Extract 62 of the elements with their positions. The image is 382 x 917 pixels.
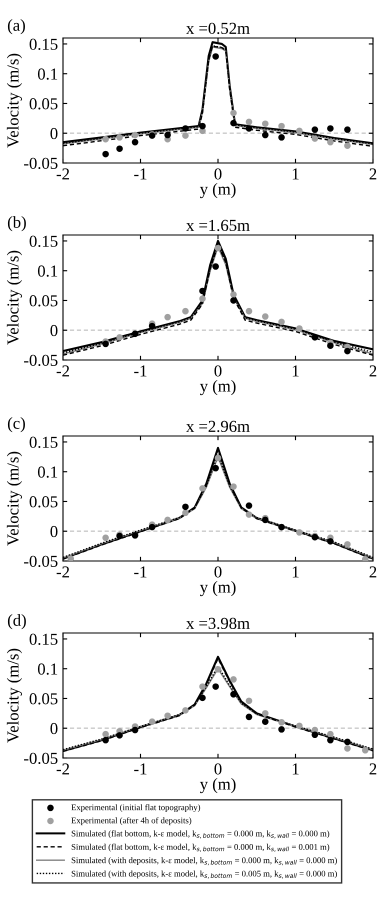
x-tick-label: 2 <box>370 365 376 376</box>
x-axis-title: y (m) <box>200 580 236 596</box>
x-tick-label: -2 <box>56 763 70 774</box>
y-tick-label: 0.1 <box>38 466 58 478</box>
x-tick-label: 1 <box>292 763 299 774</box>
y-tick-label: 0.15 <box>30 634 58 645</box>
x-tick-label: 2 <box>370 168 376 180</box>
x-tick-label: -2 <box>56 566 70 578</box>
x-tick-label: 0 <box>214 365 222 377</box>
text: (a) <box>8 19 25 34</box>
text: (d) <box>8 614 26 630</box>
y-tick-label: 0 <box>50 526 58 538</box>
x-axis-title: y (m) <box>200 380 236 396</box>
y-tick-label: 0.05 <box>30 693 58 704</box>
x-tick-label: -1 <box>134 566 146 578</box>
legend-label: Simulated (flat bottom, k-ε model, k$_{s,bottom}$ = 0.000 m, k$_{s,wall}$ = 0.001 m) <box>72 844 330 852</box>
y-tick-label: 0.15 <box>30 236 58 247</box>
y-axis-title: Velocity (m/s) <box>6 648 22 743</box>
y-tick-label: -0.05 <box>24 752 58 764</box>
y-axis-title: Velocity (m/s) <box>6 250 22 345</box>
y-tick-label: -0.05 <box>24 158 58 170</box>
y-tick-label: 0.15 <box>30 436 58 448</box>
legend-label: Experimental (initial flat topography) <box>71 804 200 812</box>
y-tick-label: 0.05 <box>30 496 58 508</box>
y-tick-label: 0.1 <box>38 663 58 675</box>
y-axis-title: Velocity (m/s) <box>6 452 22 546</box>
text: (c) <box>8 417 25 432</box>
x-tick-label: 1 <box>292 168 299 180</box>
y-tick-label: 0 <box>50 722 58 734</box>
x-tick-label: -1 <box>134 168 146 180</box>
x-tick-label: 1 <box>292 365 299 376</box>
y-tick-label: 0.1 <box>38 68 58 80</box>
chart-title: x =3.98m <box>186 618 250 630</box>
x-tick-label: 0 <box>214 168 222 180</box>
x-tick-label: 0 <box>214 566 222 578</box>
x-tick-label: -2 <box>56 168 70 180</box>
x-tick-label: 0 <box>214 763 222 775</box>
x-tick-label: -2 <box>56 365 70 376</box>
chart-title: x =1.65m <box>186 220 250 232</box>
x-tick-label: -1 <box>134 763 146 774</box>
x-tick-label: -1 <box>134 365 146 376</box>
y-axis-title: Velocity (m/s) <box>6 54 22 148</box>
chart-title: x =0.52m <box>186 22 250 34</box>
legend-label: Experimental (after 4h of deposits) <box>71 817 192 826</box>
y-tick-label: 0.15 <box>30 38 58 50</box>
x-tick-label: 2 <box>370 763 376 774</box>
legend-label: Simulated (flat bottom, k-ε model, k$_{s,bottom}$ = 0.000 m, k$_{s,wall}$ = 0.000 m) <box>72 830 330 838</box>
y-tick-label: -0.05 <box>24 556 58 568</box>
y-tick-label: 0.05 <box>30 98 58 110</box>
text: (b) <box>8 216 26 232</box>
y-tick-label: 0 <box>50 324 58 336</box>
y-tick-label: 0.1 <box>38 265 58 277</box>
chart-title: x =2.96m <box>186 420 250 432</box>
x-axis-title: y (m) <box>200 778 236 794</box>
y-tick-label: -0.05 <box>24 354 58 366</box>
x-tick-label: 1 <box>292 566 299 578</box>
x-tick-label: 2 <box>370 566 376 578</box>
y-tick-label: 0 <box>50 128 58 140</box>
x-axis-title: y (m) <box>200 182 236 198</box>
legend-label: Simulated (with deposits, k-ε model, k$_{s,bottom}$ = 0.000 m, k$_{s,wall}$ = 0.000 m) <box>72 857 337 866</box>
y-tick-label: 0.05 <box>30 295 58 306</box>
legend-label: Simulated (with deposits, k-ε model, k$_{s,bottom}$ = 0.005 m, k$_{s,wall}$ = 0.000 m) <box>72 870 337 879</box>
